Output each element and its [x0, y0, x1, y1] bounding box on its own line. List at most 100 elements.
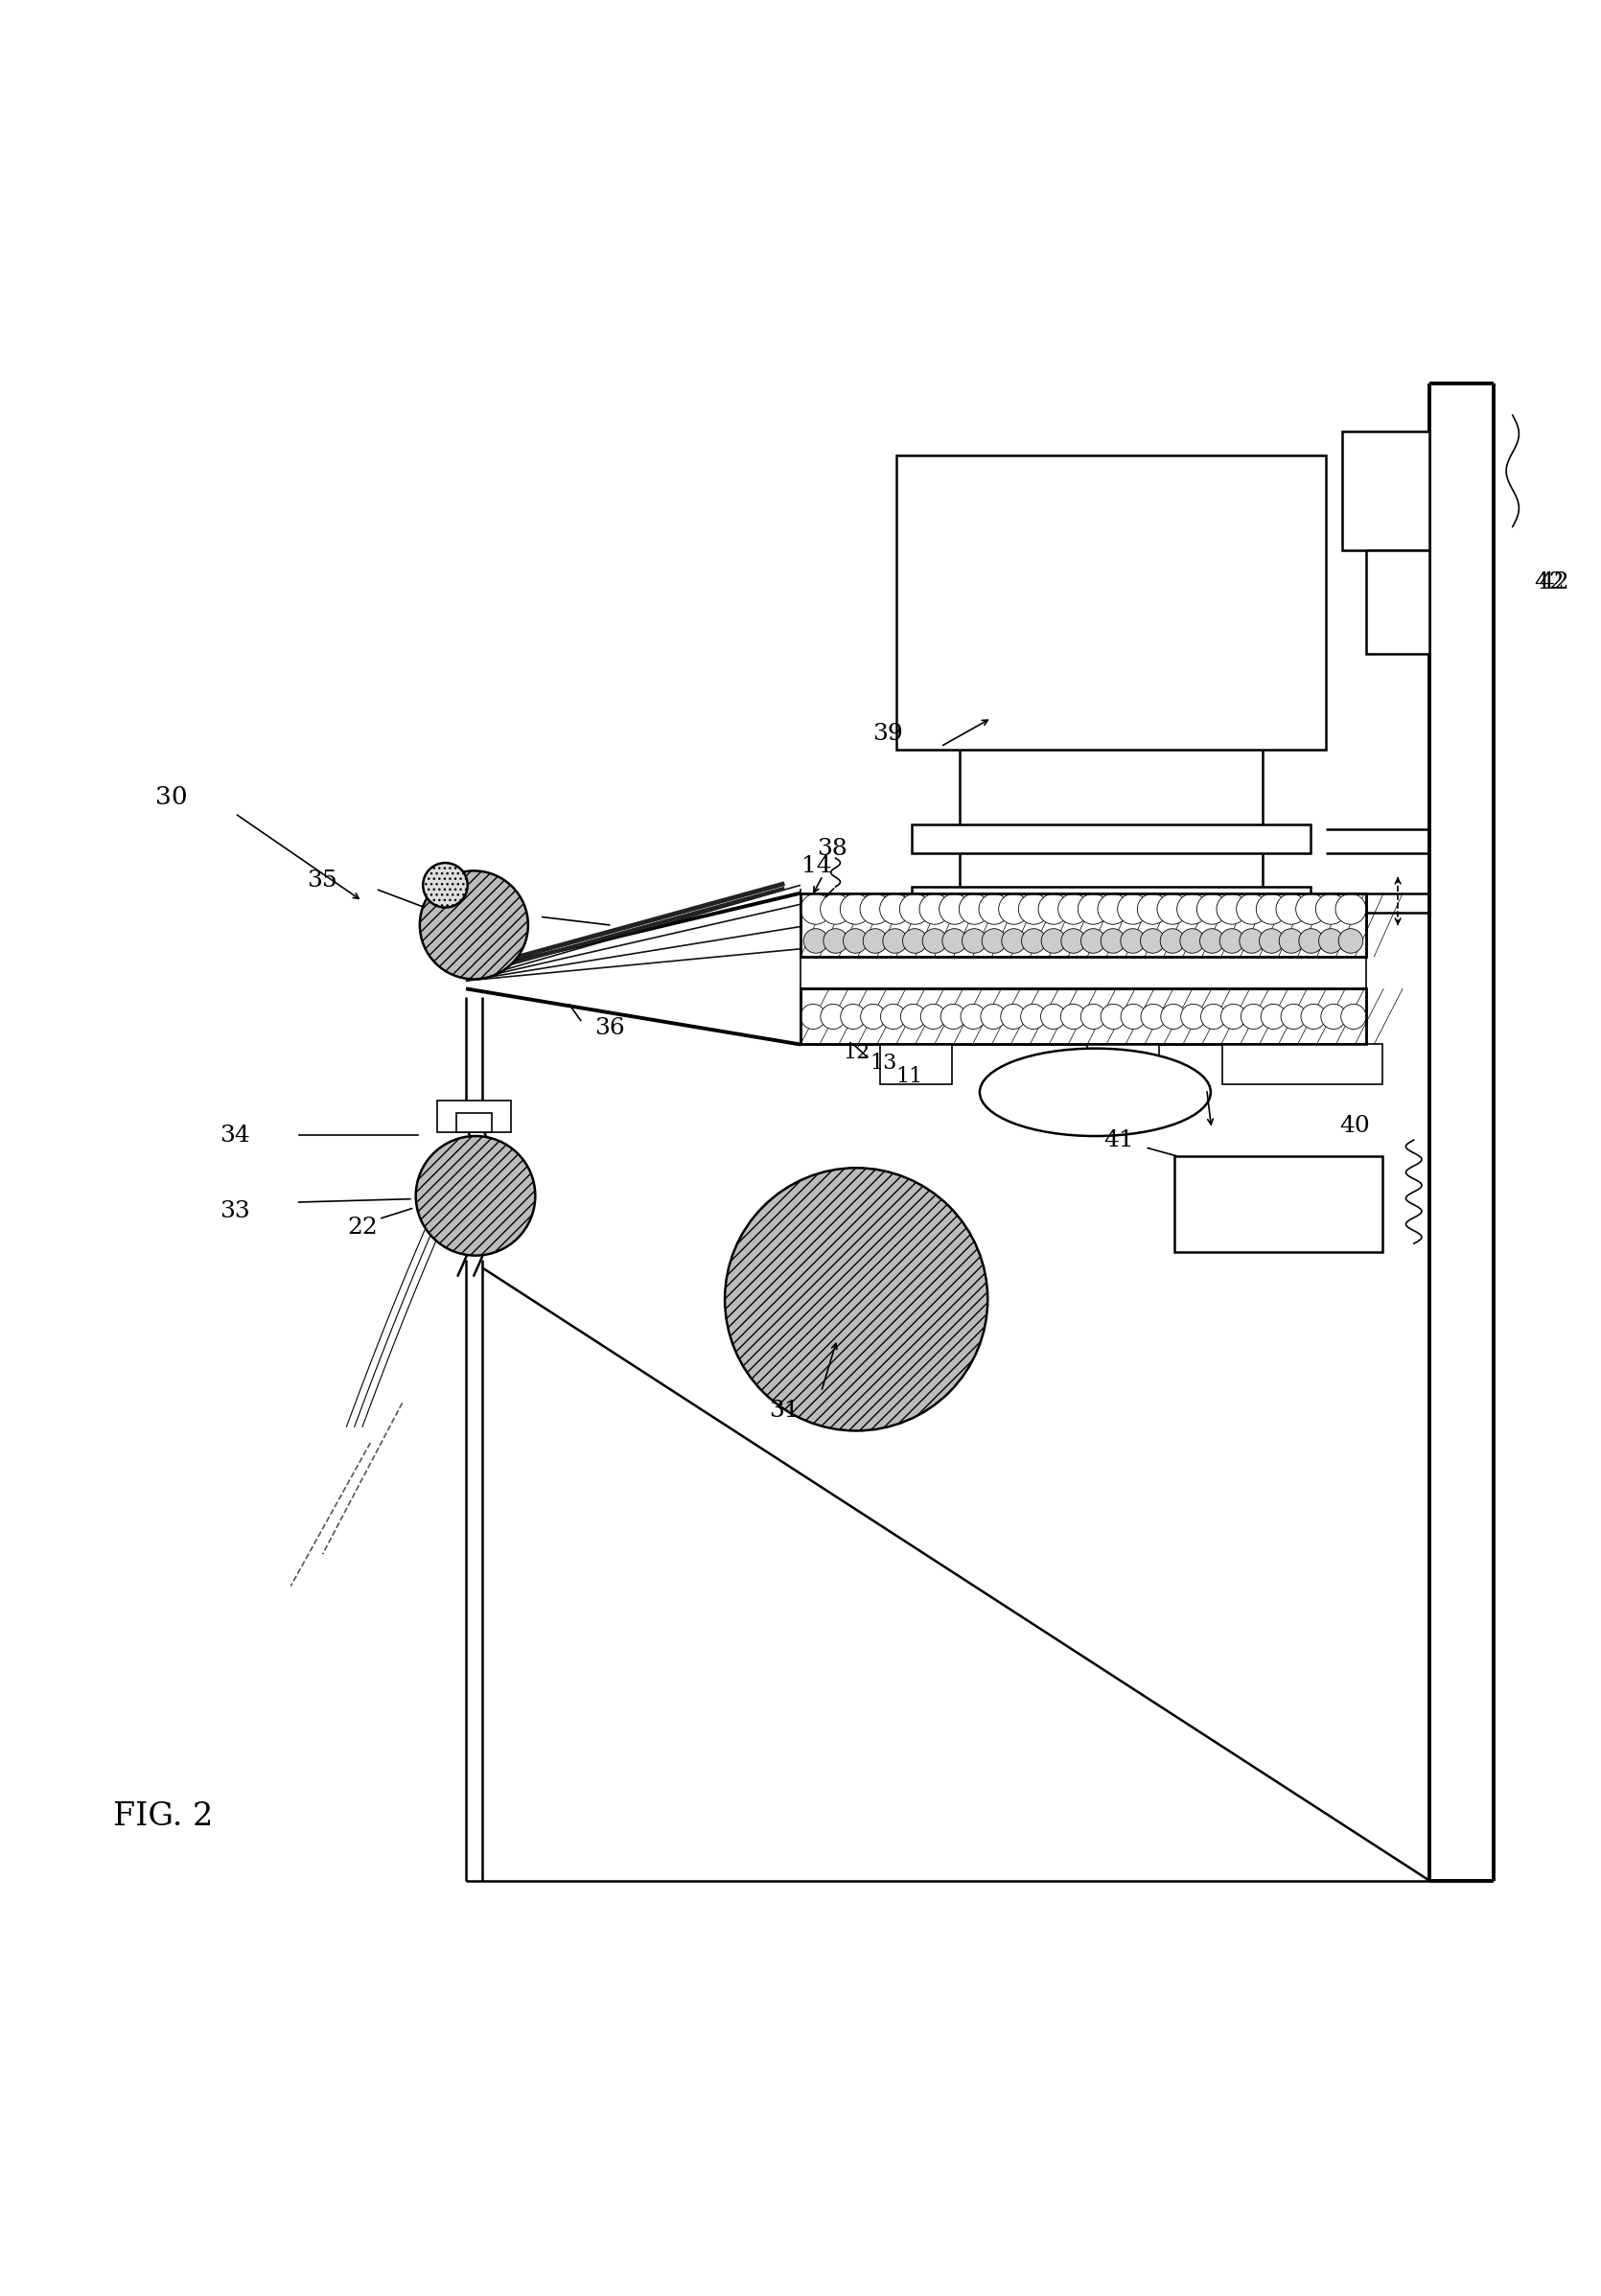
Circle shape [1222, 1003, 1246, 1029]
Circle shape [981, 928, 1007, 953]
Circle shape [1321, 1003, 1346, 1029]
Circle shape [1342, 1003, 1366, 1029]
Circle shape [981, 1003, 1005, 1029]
Circle shape [1236, 893, 1266, 925]
Text: 13: 13 [869, 1054, 897, 1075]
Bar [897, 455, 1326, 751]
Circle shape [1077, 893, 1108, 925]
Ellipse shape [423, 863, 467, 907]
Ellipse shape [419, 870, 528, 978]
Bar [1223, 1045, 1382, 1084]
Circle shape [1041, 928, 1066, 953]
Circle shape [919, 893, 949, 925]
Text: 42: 42 [1534, 572, 1564, 595]
Circle shape [800, 893, 831, 925]
Circle shape [1319, 928, 1343, 953]
Bar [1366, 551, 1430, 654]
Text: 38: 38 [817, 838, 847, 859]
Circle shape [1199, 928, 1225, 953]
Circle shape [1220, 928, 1244, 953]
Circle shape [1101, 928, 1126, 953]
Circle shape [1021, 1003, 1045, 1029]
Text: 39: 39 [873, 723, 903, 744]
Text: 14: 14 [800, 854, 831, 877]
Circle shape [1276, 893, 1306, 925]
Circle shape [1239, 928, 1263, 953]
Circle shape [961, 1003, 986, 1029]
Bar [437, 1100, 511, 1132]
Circle shape [1041, 1003, 1066, 1029]
Circle shape [863, 928, 887, 953]
Circle shape [860, 893, 890, 925]
Text: 41: 41 [1105, 1130, 1134, 1150]
Bar [800, 893, 1366, 957]
Circle shape [1316, 893, 1346, 925]
Circle shape [1182, 1003, 1206, 1029]
Circle shape [940, 893, 970, 925]
Text: 42: 42 [1539, 572, 1569, 595]
Circle shape [1098, 893, 1129, 925]
Circle shape [1137, 893, 1167, 925]
Circle shape [1021, 928, 1045, 953]
Circle shape [1241, 1003, 1266, 1029]
Circle shape [1101, 1003, 1126, 1029]
Circle shape [1262, 1003, 1286, 1029]
Circle shape [1001, 1003, 1026, 1029]
Circle shape [841, 1003, 866, 1029]
Circle shape [804, 928, 828, 953]
Circle shape [882, 928, 908, 953]
Bar [881, 1045, 953, 1084]
Circle shape [1161, 1003, 1186, 1029]
Bar [913, 886, 1310, 912]
Circle shape [1081, 928, 1105, 953]
Circle shape [1201, 1003, 1226, 1029]
Bar [1342, 432, 1430, 551]
Circle shape [921, 1003, 946, 1029]
Circle shape [1121, 928, 1145, 953]
Circle shape [1279, 928, 1303, 953]
Circle shape [901, 1003, 925, 1029]
Circle shape [1338, 928, 1362, 953]
Circle shape [1037, 893, 1069, 925]
Circle shape [962, 928, 986, 953]
Circle shape [823, 928, 849, 953]
Circle shape [1180, 928, 1204, 953]
Circle shape [1260, 928, 1284, 953]
Circle shape [903, 928, 927, 953]
Bar [1175, 1155, 1382, 1251]
Text: 31: 31 [770, 1401, 800, 1421]
Circle shape [1177, 893, 1207, 925]
Circle shape [1002, 928, 1026, 953]
Circle shape [978, 893, 1009, 925]
Circle shape [922, 928, 946, 953]
Text: 33: 33 [219, 1201, 250, 1224]
Ellipse shape [725, 1169, 988, 1430]
Circle shape [1140, 928, 1166, 953]
Text: 35: 35 [307, 870, 338, 891]
Circle shape [879, 893, 911, 925]
Circle shape [900, 893, 930, 925]
Circle shape [999, 893, 1029, 925]
Text: 36: 36 [594, 1017, 624, 1040]
Bar [800, 893, 1366, 957]
Text: 37: 37 [490, 902, 520, 923]
Circle shape [1061, 1003, 1085, 1029]
Circle shape [1018, 893, 1049, 925]
Circle shape [1257, 893, 1287, 925]
Text: 30: 30 [155, 785, 187, 810]
Circle shape [841, 893, 871, 925]
Circle shape [1061, 928, 1085, 953]
Circle shape [1298, 928, 1324, 953]
Circle shape [1158, 893, 1188, 925]
Circle shape [861, 1003, 885, 1029]
Circle shape [1196, 893, 1228, 925]
Circle shape [959, 893, 989, 925]
Bar [800, 990, 1366, 1045]
Ellipse shape [980, 1049, 1210, 1137]
Circle shape [881, 1003, 906, 1029]
Bar [800, 990, 1366, 1045]
Bar [456, 1114, 492, 1132]
Circle shape [1295, 893, 1326, 925]
Circle shape [1161, 928, 1185, 953]
Circle shape [943, 928, 967, 953]
